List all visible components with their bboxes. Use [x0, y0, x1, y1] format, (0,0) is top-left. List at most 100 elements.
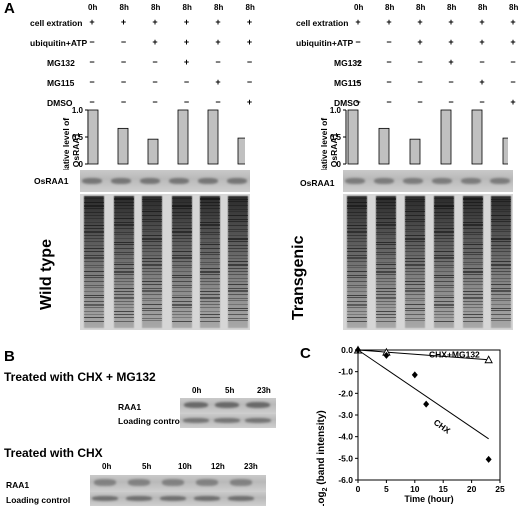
gel-band — [84, 211, 104, 213]
gel-band — [347, 284, 367, 286]
condition-mark: − — [120, 57, 127, 67]
gel-band — [376, 202, 396, 204]
gel-band — [347, 264, 367, 266]
gel-band — [142, 310, 162, 312]
gel-band — [200, 293, 220, 295]
time-label: 8h — [509, 3, 519, 12]
gel-band — [172, 251, 192, 253]
condition-mark: + — [510, 17, 516, 27]
y-tick-label: 0.5 — [330, 133, 342, 142]
gel-band — [172, 316, 192, 318]
gel-band — [491, 238, 511, 240]
condition-mark: − — [246, 57, 253, 67]
gel-band — [405, 258, 425, 260]
gel-band — [376, 212, 396, 214]
osraa1-label-right: OsRAA1 — [300, 178, 335, 188]
gel-band — [463, 218, 483, 220]
gel-band — [172, 201, 192, 203]
gel-band — [200, 212, 220, 214]
gel-band — [228, 248, 248, 250]
condition-mark: + — [448, 37, 454, 47]
condition-mark: + — [215, 77, 221, 87]
gel-band — [491, 244, 511, 246]
gel-band — [200, 287, 220, 289]
gel-band — [347, 221, 367, 223]
gel-band — [347, 300, 367, 302]
gel-band — [491, 231, 511, 233]
gel-band — [347, 267, 367, 269]
time-label: 8h — [214, 3, 224, 12]
gel-band — [347, 211, 367, 213]
gel-band — [114, 218, 134, 220]
condition-mark: − — [120, 97, 127, 107]
gel-band — [114, 241, 134, 243]
blot-band — [169, 177, 189, 185]
gel-band — [405, 244, 425, 246]
gel-band — [491, 290, 511, 292]
gel-band — [228, 280, 248, 282]
gel-band — [376, 303, 396, 305]
fit-line-chx-mg132 — [357, 349, 489, 361]
gel-band — [228, 231, 248, 233]
condition-mark: + — [152, 17, 158, 27]
gel-band — [228, 310, 248, 312]
gel-band — [405, 214, 425, 217]
point-chx-mg132 — [484, 355, 493, 364]
condition-label: MG115 — [47, 78, 75, 88]
osraa1-band-left — [80, 170, 250, 192]
gel-band — [84, 294, 104, 296]
gel-band — [142, 268, 162, 270]
gel-lane — [405, 196, 425, 328]
gel-band — [434, 306, 454, 309]
gel-band — [84, 316, 104, 318]
gel-band — [228, 238, 248, 240]
gel-band — [405, 274, 425, 276]
gel-band — [491, 268, 511, 270]
gel-band — [142, 208, 162, 210]
gel-band — [434, 245, 454, 247]
condition-mark: − — [89, 97, 95, 107]
condition-label: DMSO — [334, 98, 360, 108]
gel-band — [200, 271, 220, 273]
point-chx — [423, 400, 430, 408]
gel-band — [463, 277, 483, 279]
gel-band — [405, 248, 425, 250]
x-tick-label: 5 — [384, 484, 389, 494]
gel-band — [491, 214, 511, 217]
gel-band — [84, 284, 104, 286]
gel-band — [434, 261, 454, 263]
gel-band — [463, 273, 483, 276]
gel-band — [84, 227, 104, 229]
gel-band — [200, 283, 220, 285]
gel-band — [376, 273, 396, 276]
y-tick-label: -1.0 — [338, 367, 353, 377]
gel-band — [434, 294, 454, 296]
gel-band — [142, 254, 162, 256]
gel-band — [84, 205, 104, 207]
gel-lane — [172, 196, 192, 328]
gel-band — [491, 201, 511, 203]
gel-band — [84, 217, 104, 219]
condition-mark: + — [510, 97, 516, 107]
gel-band — [172, 235, 192, 237]
gel-band — [114, 320, 134, 323]
transgenic-label: Transgenic — [290, 235, 307, 320]
gel-band — [228, 294, 248, 296]
gel-band — [114, 293, 134, 295]
gel-band — [463, 293, 483, 295]
gel-band — [228, 307, 248, 309]
condition-mark: − — [479, 57, 485, 67]
gel-band — [347, 225, 367, 227]
left-condition-table: 0h 8h 8h 8h 8h 8h cell extration + + + + + + ubiquit… — [0, 0, 255, 108]
gel-band — [347, 237, 367, 239]
gel-band — [142, 317, 162, 319]
gel-band — [200, 320, 220, 323]
gel-band — [84, 245, 104, 247]
gel-band — [172, 227, 192, 229]
gel-band — [172, 264, 192, 266]
condition-mark: + — [246, 17, 253, 27]
gel-band — [376, 264, 396, 266]
gel-band — [172, 241, 192, 243]
gel-band — [84, 261, 104, 263]
gel-band — [376, 293, 396, 295]
